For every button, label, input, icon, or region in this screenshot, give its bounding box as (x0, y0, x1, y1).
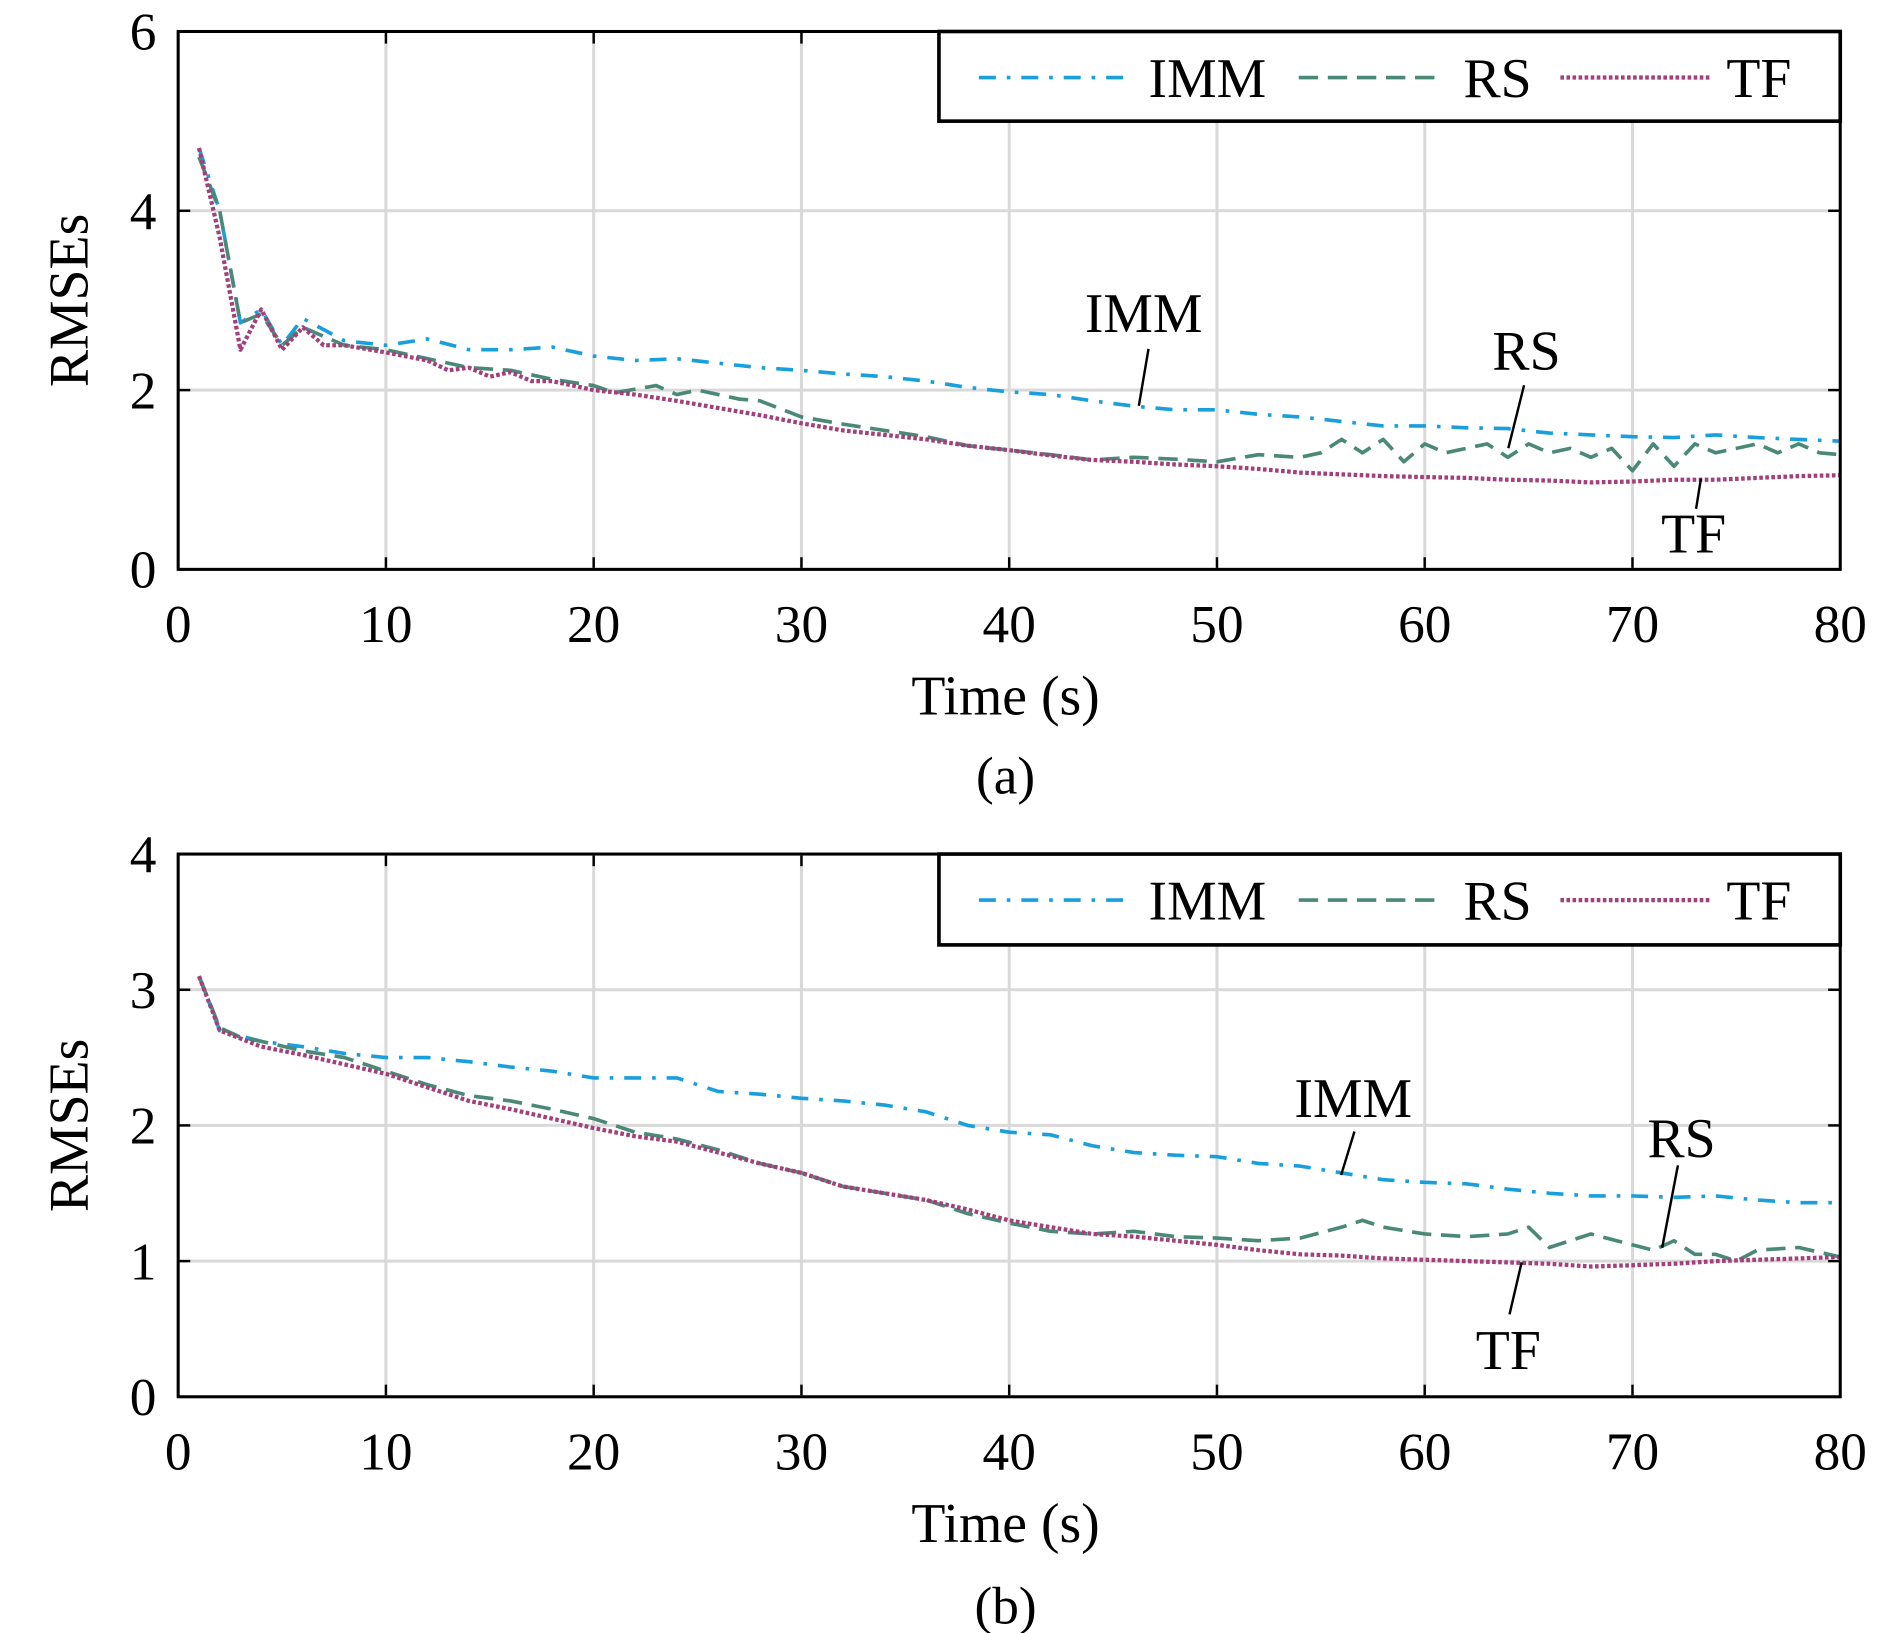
series-line-tf (196, 147, 1841, 485)
x-tick-label: 80 (1814, 1422, 1867, 1481)
legend-label-imm: IMM (1149, 870, 1267, 932)
annotation-leader-line (1339, 1131, 1356, 1176)
x-tick-label: 50 (1190, 595, 1243, 654)
legend: IMM RS TF (937, 852, 1843, 947)
y-tick-label: 3 (130, 961, 157, 1020)
x-tick-label: 20 (567, 595, 620, 654)
subfigure-caption: (a) (976, 746, 1035, 805)
series-line-rs (197, 975, 1841, 1263)
legend-label-rs: RS (1463, 870, 1531, 932)
x-tick-label: 0 (165, 1422, 192, 1481)
x-tick-label: 10 (359, 595, 412, 654)
x-tick-label: 20 (567, 1422, 620, 1481)
y-tick-label: 2 (130, 361, 157, 420)
y-tick-label: 6 (130, 3, 157, 62)
annotation-rs: RS (1492, 320, 1560, 382)
x-axis-label: Time (s) (911, 666, 1099, 728)
annotation-tf: TF (1476, 1320, 1541, 1382)
y-tick-label: 0 (130, 541, 157, 600)
series-line-tf (197, 975, 1841, 1269)
annotation-leader-line (1137, 348, 1150, 407)
annotation-leader-line (1507, 384, 1526, 449)
legend: IMM RS TF (937, 29, 1843, 123)
y-tick-label: 4 (130, 825, 157, 884)
legend-label-tf: TF (1726, 48, 1791, 110)
x-tick-label: 70 (1606, 595, 1659, 654)
x-axis-label: Time (s) (911, 1493, 1099, 1555)
y-tick-label: 4 (130, 182, 157, 241)
x-tick-label: 50 (1190, 1422, 1243, 1481)
x-tick-label: 10 (359, 1422, 412, 1481)
annotation-imm: IMM (1294, 1068, 1412, 1130)
y-tick-label: 1 (130, 1232, 157, 1291)
legend-label-rs: RS (1463, 48, 1531, 110)
legend-label-tf: TF (1726, 870, 1791, 932)
x-tick-label: 60 (1398, 595, 1451, 654)
x-tick-label: 60 (1398, 1422, 1451, 1481)
annotation-rs: RS (1647, 1108, 1715, 1170)
series-line-imm (197, 975, 1841, 1205)
x-tick-label: 80 (1814, 595, 1867, 654)
y-axis-label: RMSEs (38, 214, 100, 387)
y-axis-label: RMSEs (38, 1039, 100, 1212)
x-tick-label: 0 (165, 595, 192, 654)
subfigure-caption: (b) (974, 1576, 1036, 1633)
y-tick-label: 0 (130, 1368, 157, 1427)
x-tick-label: 40 (983, 1422, 1036, 1481)
annotation-leader-line (1694, 478, 1703, 509)
x-tick-label: 30 (775, 1422, 828, 1481)
x-tick-label: 40 (983, 595, 1036, 654)
series-line-imm (197, 147, 1841, 444)
y-tick-label: 2 (130, 1097, 157, 1156)
x-tick-label: 70 (1606, 1422, 1659, 1481)
annotation-leader-line (1508, 1262, 1523, 1315)
legend-label-imm: IMM (1149, 48, 1267, 110)
annotation-tf: TF (1661, 503, 1726, 565)
annotation-imm: IMM (1085, 283, 1203, 345)
chart-b: 0 10 20 30 40 50 60 70 80 0 1 2 3 4 IMM RS TF IMM RS TF Time… (38, 825, 1867, 1633)
x-tick-label: 30 (775, 595, 828, 654)
series-line-rs (197, 156, 1841, 473)
chart-a: 0 10 20 30 40 50 60 70 80 0 2 4 6 IMM RS TF IMM RS TF Time … (38, 3, 1867, 806)
annotation-leader-line (1660, 1165, 1680, 1248)
